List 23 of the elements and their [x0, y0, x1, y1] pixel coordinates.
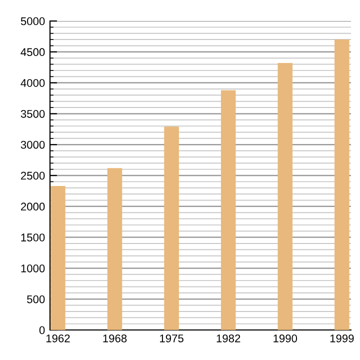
x-tick-label: 1968 [103, 334, 127, 342]
y-tick-label: 3000 [20, 140, 45, 149]
bar [334, 40, 350, 330]
y-tick-label: 2500 [20, 172, 45, 180]
x-tick-label: 1962 [46, 334, 70, 342]
bar [50, 186, 66, 330]
bar [164, 126, 179, 330]
y-tick-label: 2000 [20, 202, 45, 211]
x-tick-label: 1999 [330, 334, 354, 342]
y-tick-label: 5000 [20, 17, 45, 26]
y-tick-label: 3500 [20, 110, 45, 118]
x-tick-label: 1975 [160, 334, 184, 342]
y-tick-label: 1000 [21, 264, 45, 272]
x-tick-label: 1982 [216, 334, 240, 342]
y-tick-label: 0 [39, 326, 45, 334]
bar [278, 63, 293, 330]
y-tick-label: 1500 [21, 234, 45, 242]
y-tick-label: 500 [27, 295, 45, 304]
bar [220, 90, 236, 330]
y-tick-label: 4000 [20, 79, 45, 87]
bar [107, 168, 122, 330]
x-tick-label: 1990 [274, 334, 298, 342]
y-tick-label: 4500 [20, 48, 45, 56]
